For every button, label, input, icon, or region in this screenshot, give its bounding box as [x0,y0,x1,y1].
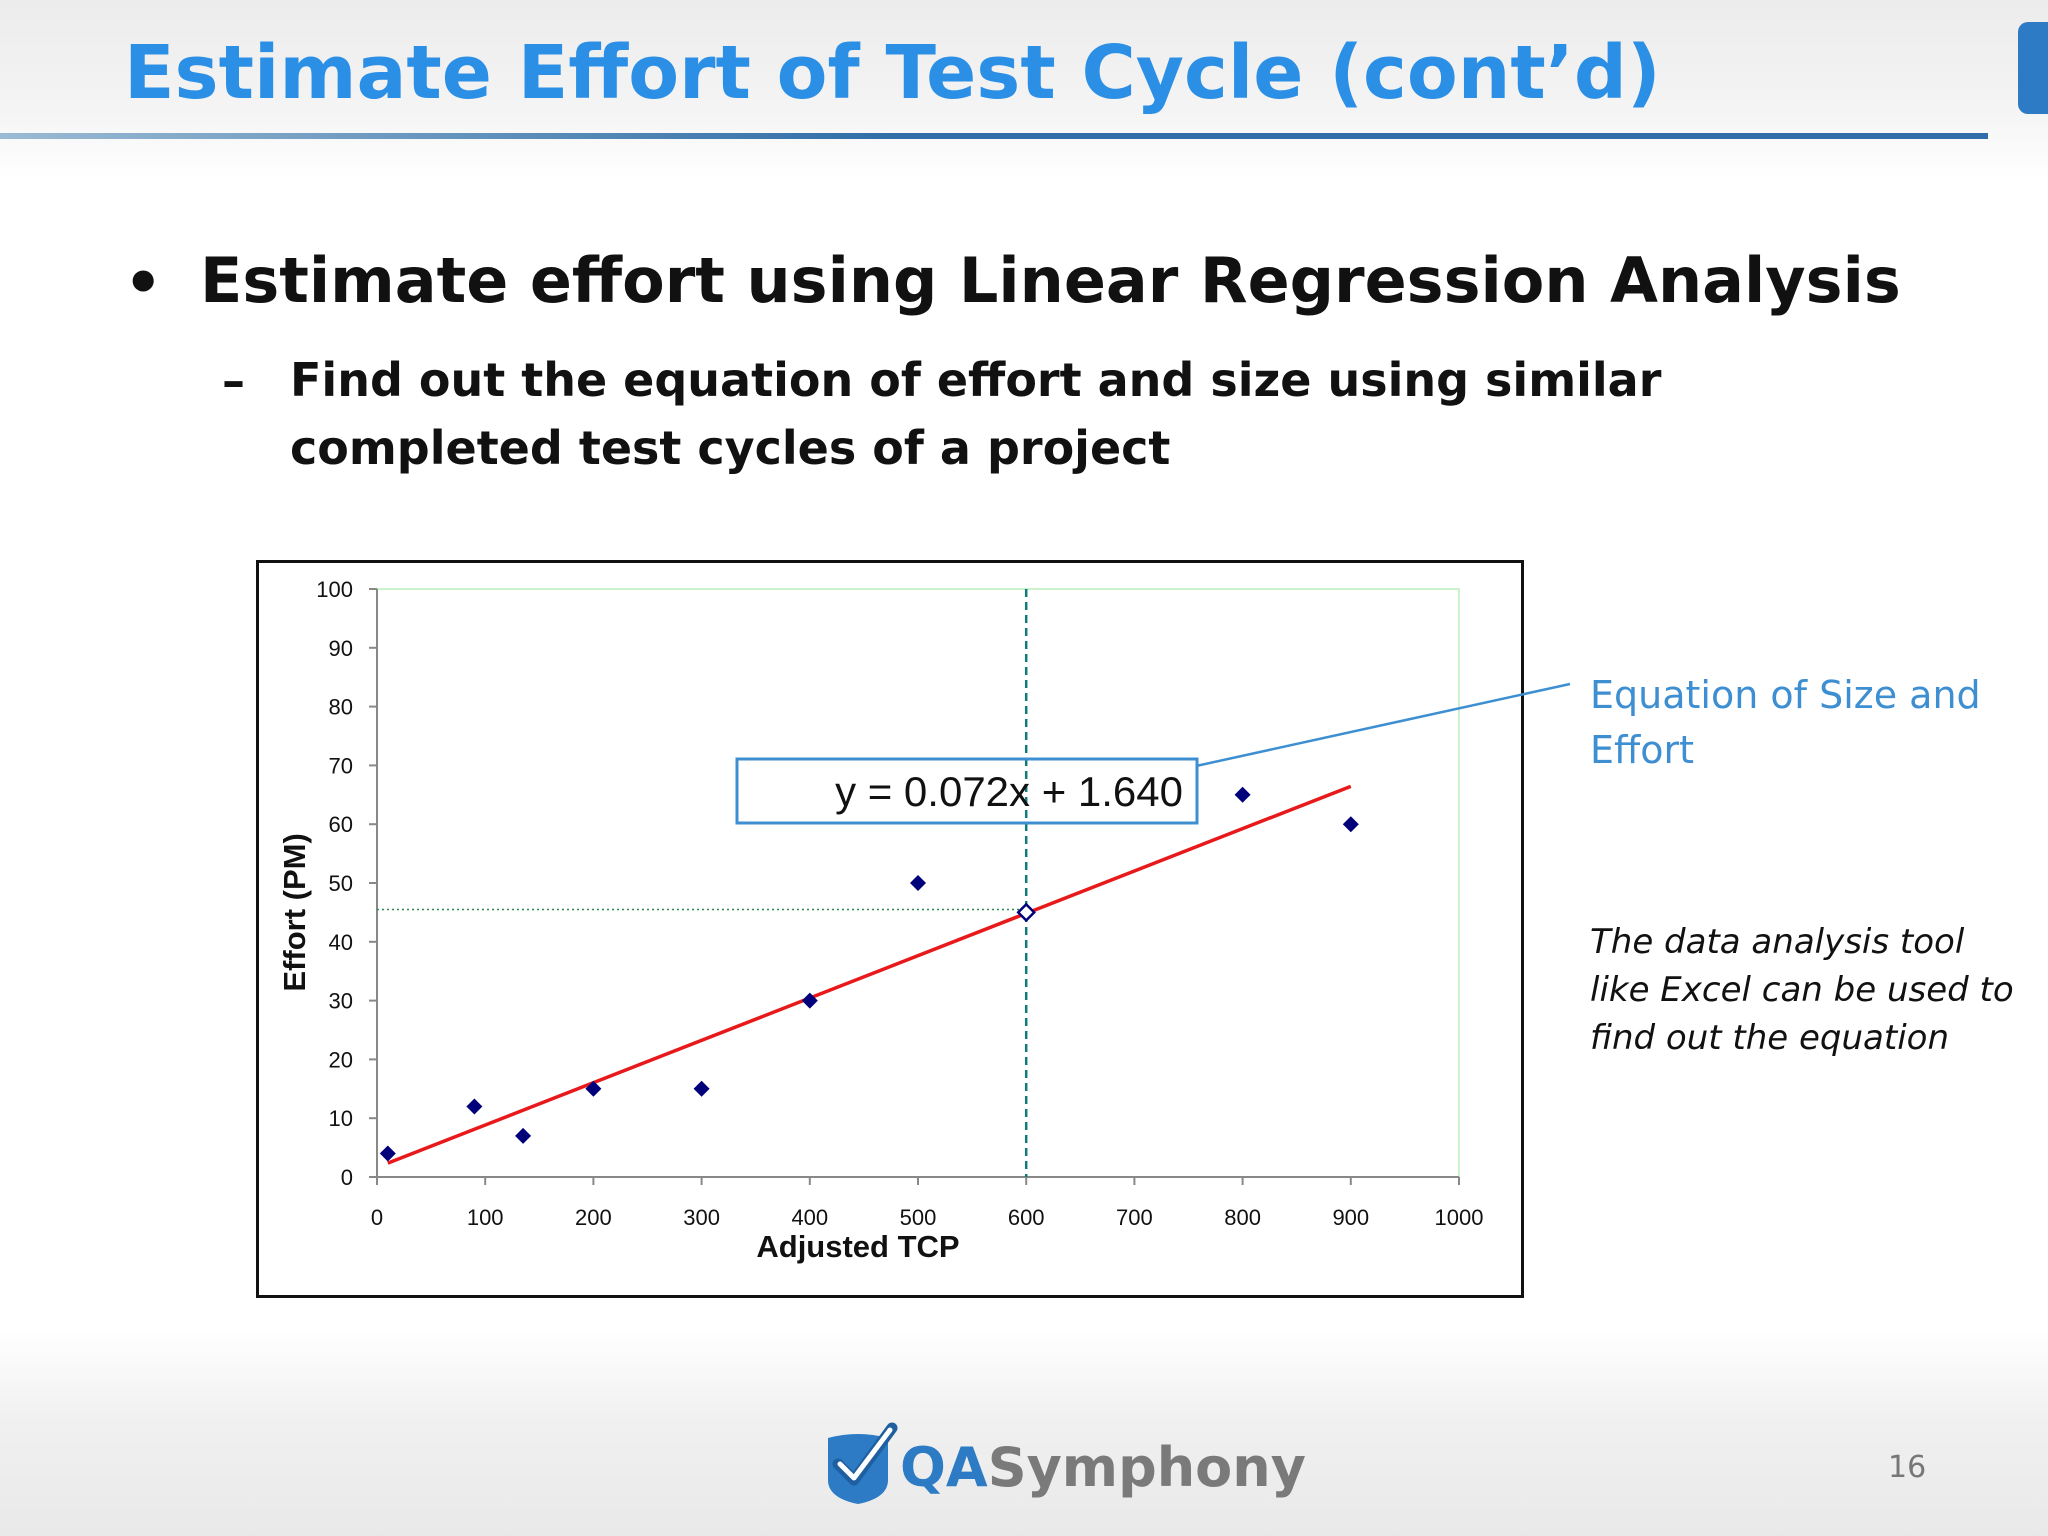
data-point [466,1098,483,1115]
x-tick-label: 800 [1224,1205,1261,1230]
data-point [585,1080,602,1097]
data-point [910,875,926,891]
x-tick-label: 100 [467,1205,504,1230]
title-underline [0,133,1988,139]
x-tick-label: 1000 [1435,1205,1484,1230]
bullet-marker: • [124,248,163,318]
equation-box: y = 0.072x + 1.640 [735,757,1199,825]
corner-tab-decoration [2018,22,2048,114]
x-axis-title: Adjusted TCP [756,1229,959,1264]
x-tick-label: 0 [371,1205,383,1230]
qasymphony-logo-text: QASymphony [900,1436,1306,1499]
x-tick-label: 600 [1008,1205,1045,1230]
y-tick-label: 50 [329,871,353,896]
y-tick-label: 30 [329,989,353,1014]
x-tick-label: 500 [900,1205,937,1230]
data-point [515,1127,532,1144]
x-tick-label: 300 [683,1205,720,1230]
sub-bullet: Find out the equation of effort and size… [290,353,1662,475]
qasymphony-check-logo-icon [828,1422,898,1504]
equation-callout-label: Equation of Size and Effort [1590,673,1981,772]
logo-suffix: Symphony [987,1436,1306,1499]
guide-lines [377,589,1028,1177]
y-tick-label: 70 [329,753,353,778]
chart-axes [369,588,1460,1185]
logo-prefix: QA [900,1436,988,1499]
trendline-group [387,784,1352,1165]
y-tick-label: 60 [329,812,353,837]
x-tick-label: 400 [791,1205,828,1230]
y-tick-label: 20 [329,1047,353,1072]
y-tick-label: 100 [316,577,353,602]
header-band [0,0,2048,180]
y-tick-label: 0 [341,1165,353,1190]
sub-bullet-marker: – [222,354,245,408]
x-tick-label: 900 [1332,1205,1369,1230]
data-point [1234,786,1251,803]
data-point [693,1080,710,1097]
data-point [801,992,818,1009]
trendline [387,784,1352,1165]
footer-band [0,1330,2048,1536]
y-tick-label: 80 [329,695,353,720]
equation-box-border [735,757,1199,825]
x-tick-label: 700 [1116,1205,1153,1230]
y-axis-title: Effort (PM) [277,833,312,991]
slide-title: Estimate Effort of Test Cycle (cont’d) [124,30,1661,116]
main-bullet: Estimate effort using Linear Regression … [200,244,1901,317]
chart-frame: 0 10 20 30 40 50 60 70 80 90 100 0 100 200 300 400 500 60… [256,560,1524,1298]
data-points [379,786,1359,1162]
data-point [379,1145,396,1162]
y-tick-label: 90 [329,636,353,661]
y-tick-label: 10 [329,1106,353,1131]
x-tick-label: 200 [575,1205,612,1230]
excel-note: The data analysis tool like Excel can be… [1590,922,2014,1058]
equation-text: y = 0.072x + 1.640 [835,768,1183,815]
estimate-point [1016,902,1036,923]
data-point [1342,816,1359,833]
y-tick-label: 40 [329,930,353,955]
page-number: 16 [1888,1450,1927,1485]
